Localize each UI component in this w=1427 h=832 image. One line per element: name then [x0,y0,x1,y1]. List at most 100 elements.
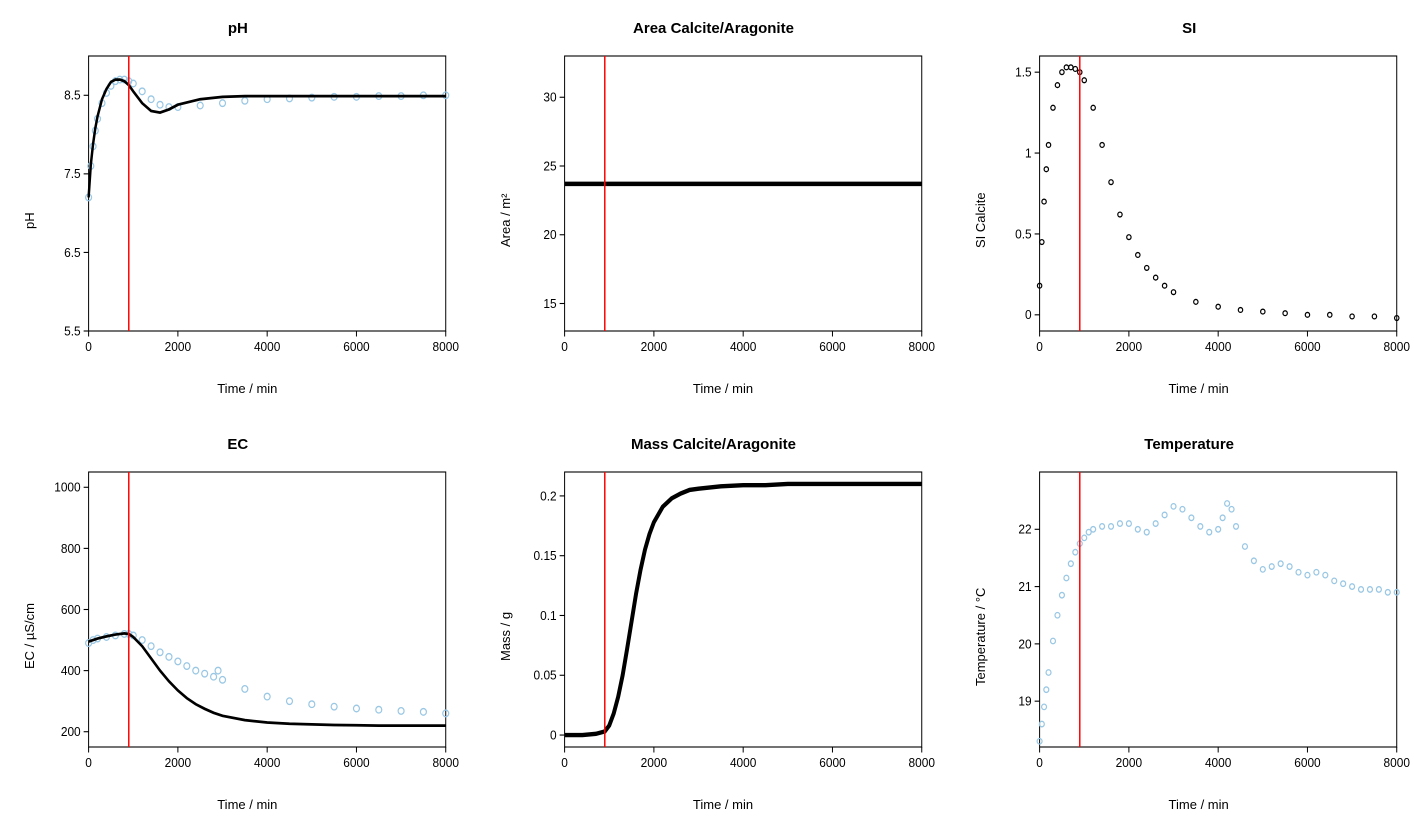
svg-text:0: 0 [85,755,92,770]
x-axis-label: Time / min [515,797,932,812]
plot-svg: 0 2000 4000 6000 8000 200 400 600 800 1000 [39,461,456,791]
svg-text:6000: 6000 [1295,339,1321,354]
x-axis-label: Time / min [515,381,932,396]
svg-text:0.15: 0.15 [533,549,556,564]
svg-text:22: 22 [1019,522,1032,537]
svg-text:2000: 2000 [640,339,666,354]
svg-text:6000: 6000 [819,339,845,354]
svg-text:800: 800 [61,541,81,556]
svg-text:6000: 6000 [343,339,369,354]
panel-title: pH [228,20,248,37]
y-axis-label: Area / m² [496,45,515,396]
svg-text:4000: 4000 [254,755,280,770]
series-line [564,484,921,735]
panel-mass: Mass Calcite/AragoniteMass / g0200040006… [496,436,932,812]
y-axis: 19202122 [1019,522,1040,709]
svg-text:8.5: 8.5 [64,88,81,103]
svg-text:0.1: 0.1 [540,608,557,623]
svg-text:25: 25 [543,159,556,174]
svg-text:0: 0 [1037,339,1044,354]
svg-text:4000: 4000 [730,755,756,770]
svg-text:2000: 2000 [165,339,191,354]
svg-text:30: 30 [543,90,556,105]
svg-text:2000: 2000 [1116,339,1142,354]
series-points [1038,65,1399,321]
plot-wrap: Mass / g0200040006000800000.050.10.150.2… [496,461,932,812]
x-axis-label: Time / min [990,797,1407,812]
svg-text:400: 400 [61,663,81,678]
plot-box [89,472,446,747]
plot-svg: 0200040006000800000.050.10.150.2 [515,461,932,791]
panel-title: Area Calcite/Aragonite [633,20,794,37]
x-axis-label: Time / min [39,381,456,396]
svg-text:6.5: 6.5 [64,245,81,260]
plot-svg: 0200040006000800019202122 [990,461,1407,791]
svg-text:0.2: 0.2 [540,489,557,504]
svg-text:0: 0 [1037,755,1044,770]
svg-text:20: 20 [1019,637,1032,652]
svg-text:0: 0 [1025,308,1032,323]
x-axis: 0 2000 4000 6000 8000 [1037,747,1411,770]
svg-text:0.5: 0.5 [1015,227,1032,242]
y-axis-label: pH [20,45,39,396]
svg-text:2000: 2000 [640,755,666,770]
svg-text:4000: 4000 [1205,755,1231,770]
series-points [1037,501,1399,744]
plot-wrap: pH 0 2000 4000 6000 8000 5.5 6.5 7.5 8.5 Time / mi… [20,45,456,396]
plot-box [1040,472,1397,747]
y-axis-label: EC / µS/cm [20,461,39,812]
y-axis-label: Mass / g [496,461,515,812]
svg-text:1.5: 1.5 [1015,65,1032,80]
svg-text:20: 20 [543,228,556,243]
plot-box [564,472,921,747]
svg-text:0.05: 0.05 [533,668,556,683]
x-axis: 02000400060008000 [561,747,935,770]
svg-text:2000: 2000 [1116,755,1142,770]
y-axis-label: SI Calcite [971,45,990,396]
panel-title: EC [227,436,248,453]
svg-text:8000: 8000 [433,339,459,354]
svg-text:8000: 8000 [908,339,934,354]
panel-temp: Temperature Temperature / °C 0 2000 4000 6000… [971,436,1407,812]
y-axis: 15 20 25 30 [543,90,564,311]
svg-text:6000: 6000 [343,755,369,770]
svg-text:0: 0 [85,339,92,354]
panel-area: Area Calcite/Aragonite Area / m² 0 2000 4000… [496,20,932,396]
svg-text:5.5: 5.5 [64,324,81,339]
plot-wrap: Area / m² 0 2000 4000 6000 8000 15 20 25 30 Time /… [496,45,932,396]
y-axis-label: Temperature / °C [971,461,990,812]
svg-text:6000: 6000 [1295,755,1321,770]
svg-text:19: 19 [1019,694,1032,709]
plot-svg: 0 2000 4000 6000 8000 15 20 25 30 [515,45,932,375]
svg-text:7.5: 7.5 [64,167,81,182]
series-line [89,633,446,725]
svg-text:4000: 4000 [254,339,280,354]
plot-wrap: SI Calcite0200040006000800000.511.5Time … [971,45,1407,396]
plot-wrap: Temperature / °C020004000600080001920212… [971,461,1407,812]
svg-text:15: 15 [543,296,556,311]
svg-text:8000: 8000 [1384,339,1410,354]
plot-box [1040,56,1397,331]
svg-text:1000: 1000 [54,480,80,495]
svg-text:0: 0 [561,339,568,354]
svg-text:2000: 2000 [165,755,191,770]
plot-wrap: EC / µS/cm 0 2000 4000 6000 8000 200 400 600 800 1… [20,461,456,812]
svg-text:8000: 8000 [1384,755,1410,770]
svg-text:0: 0 [561,755,568,770]
panel-ph: pH pH 0 2000 4000 6000 8000 5.5 6.5 7.5 8.5 Time / … [20,20,456,396]
panel-title: Temperature [1144,436,1234,453]
svg-text:200: 200 [61,725,81,740]
series-line [89,80,446,198]
y-axis: 00.050.10.150.2 [533,489,564,743]
plot-box [564,56,921,331]
svg-text:4000: 4000 [730,339,756,354]
svg-text:4000: 4000 [1205,339,1231,354]
panel-si: SISI Calcite0200040006000800000.511.5Tim… [971,20,1407,396]
x-axis: 0 2000 4000 6000 8000 [85,331,459,354]
x-axis: 0 2000 4000 6000 8000 [85,747,459,770]
svg-text:8000: 8000 [433,755,459,770]
x-axis: 0 2000 4000 6000 8000 [1037,331,1411,354]
panel-grid: pHpH020004000600080005.56.57.58.5Time / … [20,20,1407,812]
plot-svg: 0200040006000800000.511.5 [990,45,1407,375]
svg-text:600: 600 [61,602,81,617]
